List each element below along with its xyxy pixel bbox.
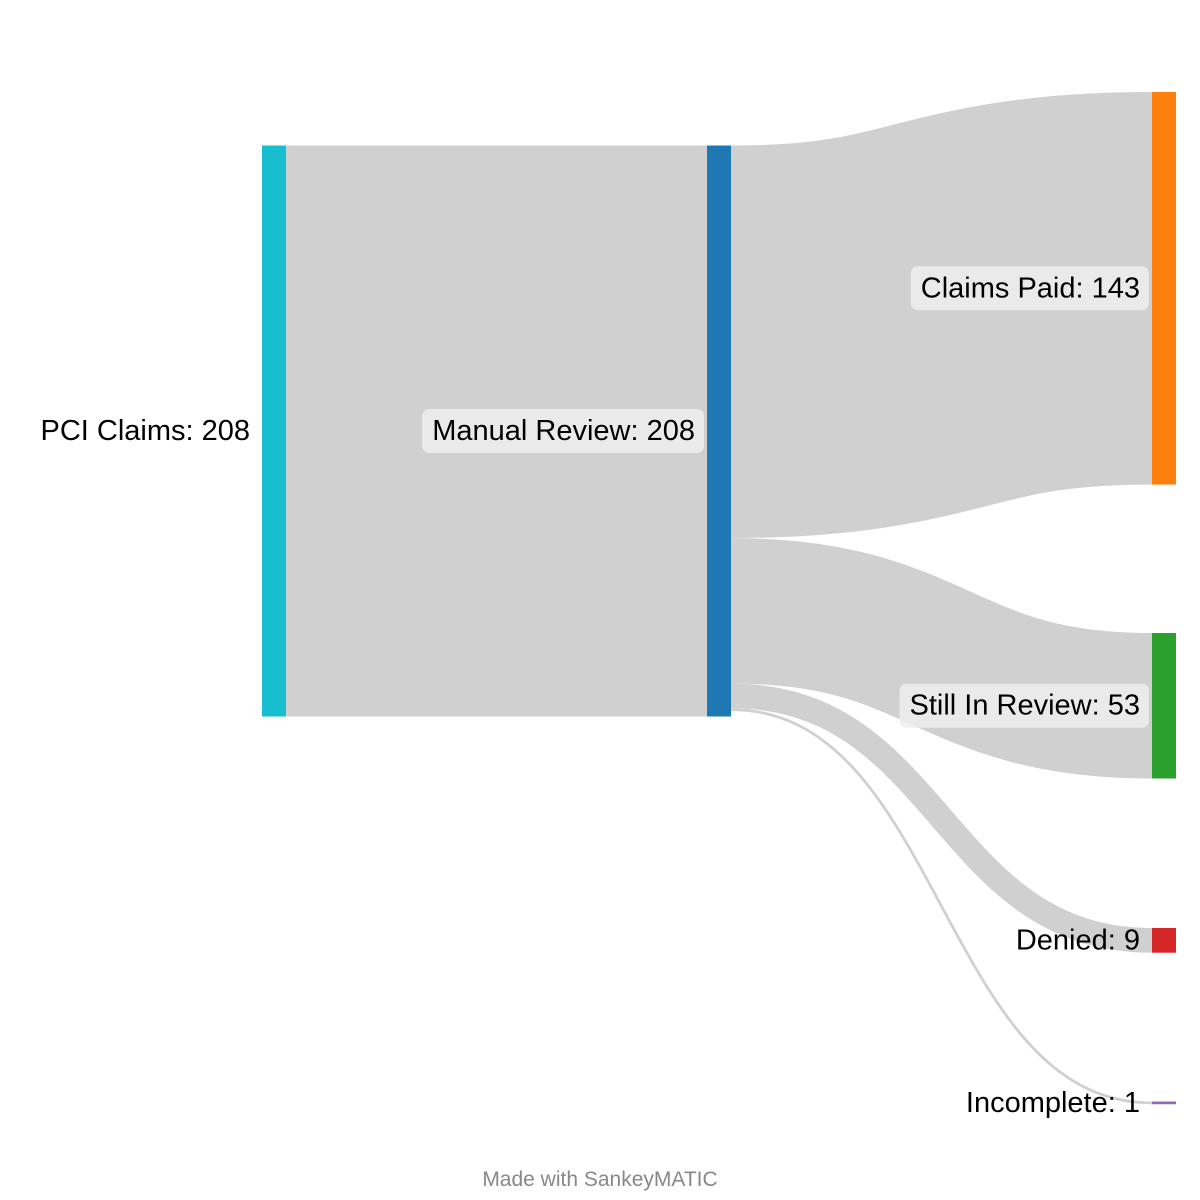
credit-text: Made with SankeyMATIC	[482, 1168, 718, 1191]
sankey-labels: PCI Claims: 208 Manual Review: 208 Claims …	[40, 266, 1149, 1119]
node-label-pci: PCI Claims: 208	[40, 415, 250, 447]
node-incomplete	[1152, 1101, 1176, 1105]
node-paid	[1152, 92, 1176, 485]
node-label-bg-paid	[910, 266, 1149, 311]
node-label-bg-manual	[422, 409, 704, 453]
node-label-review: Still In Review: 53	[910, 690, 1141, 722]
node-label-paid: Claims Paid: 143	[921, 272, 1140, 304]
node-label-manual: Manual Review: 208	[432, 415, 695, 447]
node-manual	[707, 145, 731, 717]
sankey-nodes	[262, 92, 1176, 1105]
node-denied	[1152, 928, 1176, 953]
node-review	[1152, 633, 1176, 779]
node-label-incomplete: Incomplete: 1	[966, 1087, 1140, 1119]
flow-manual-to-denied	[730, 683, 1153, 953]
node-label-bg-review	[899, 683, 1149, 728]
flow-manual-to-incomplete	[730, 708, 1153, 1105]
node-pci	[262, 145, 286, 717]
node-label-denied: Denied: 9	[1016, 924, 1140, 956]
